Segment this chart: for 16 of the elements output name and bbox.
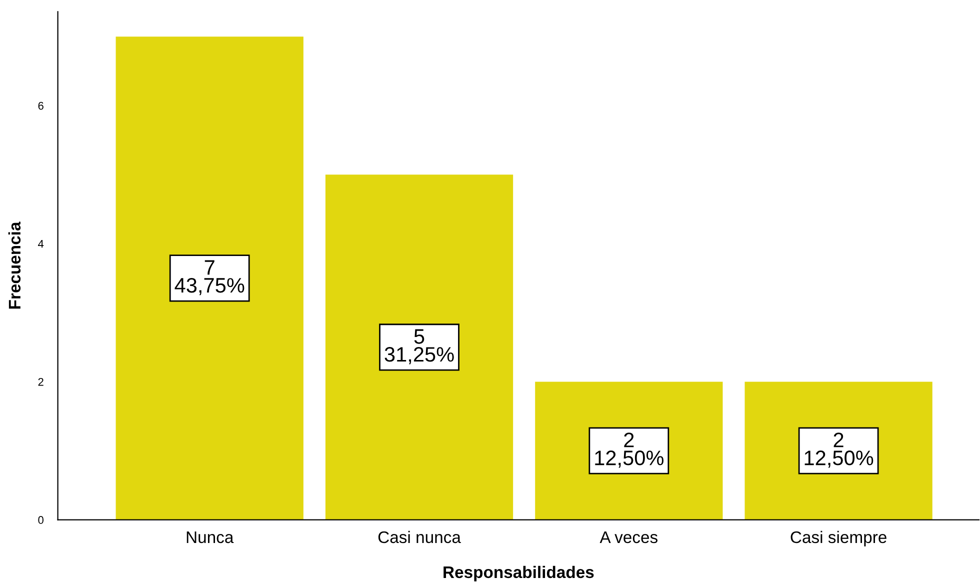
data-label: 7 43,75% [174,260,244,296]
bar [116,36,304,520]
x-tick-label: Nunca [186,532,234,544]
data-label: 2 12,50% [804,432,874,468]
bar [325,174,514,520]
y-tick-label: 0 [38,516,44,524]
y-tick-label: 6 [38,102,44,110]
y-tick-label: 4 [38,240,44,248]
x-tick-label: Casi siempre [790,530,886,546]
x-tick-label: Casi nunca [378,530,461,544]
x-axis-title: Responsabilidades [444,566,594,582]
y-tick-label: 2 [38,378,44,386]
x-tick-label: A veces [600,532,658,544]
data-label: 5 31,25% [384,329,454,364]
data-label: 2 12,50% [595,432,664,468]
y-axis-title: Frecuencia [8,222,21,309]
